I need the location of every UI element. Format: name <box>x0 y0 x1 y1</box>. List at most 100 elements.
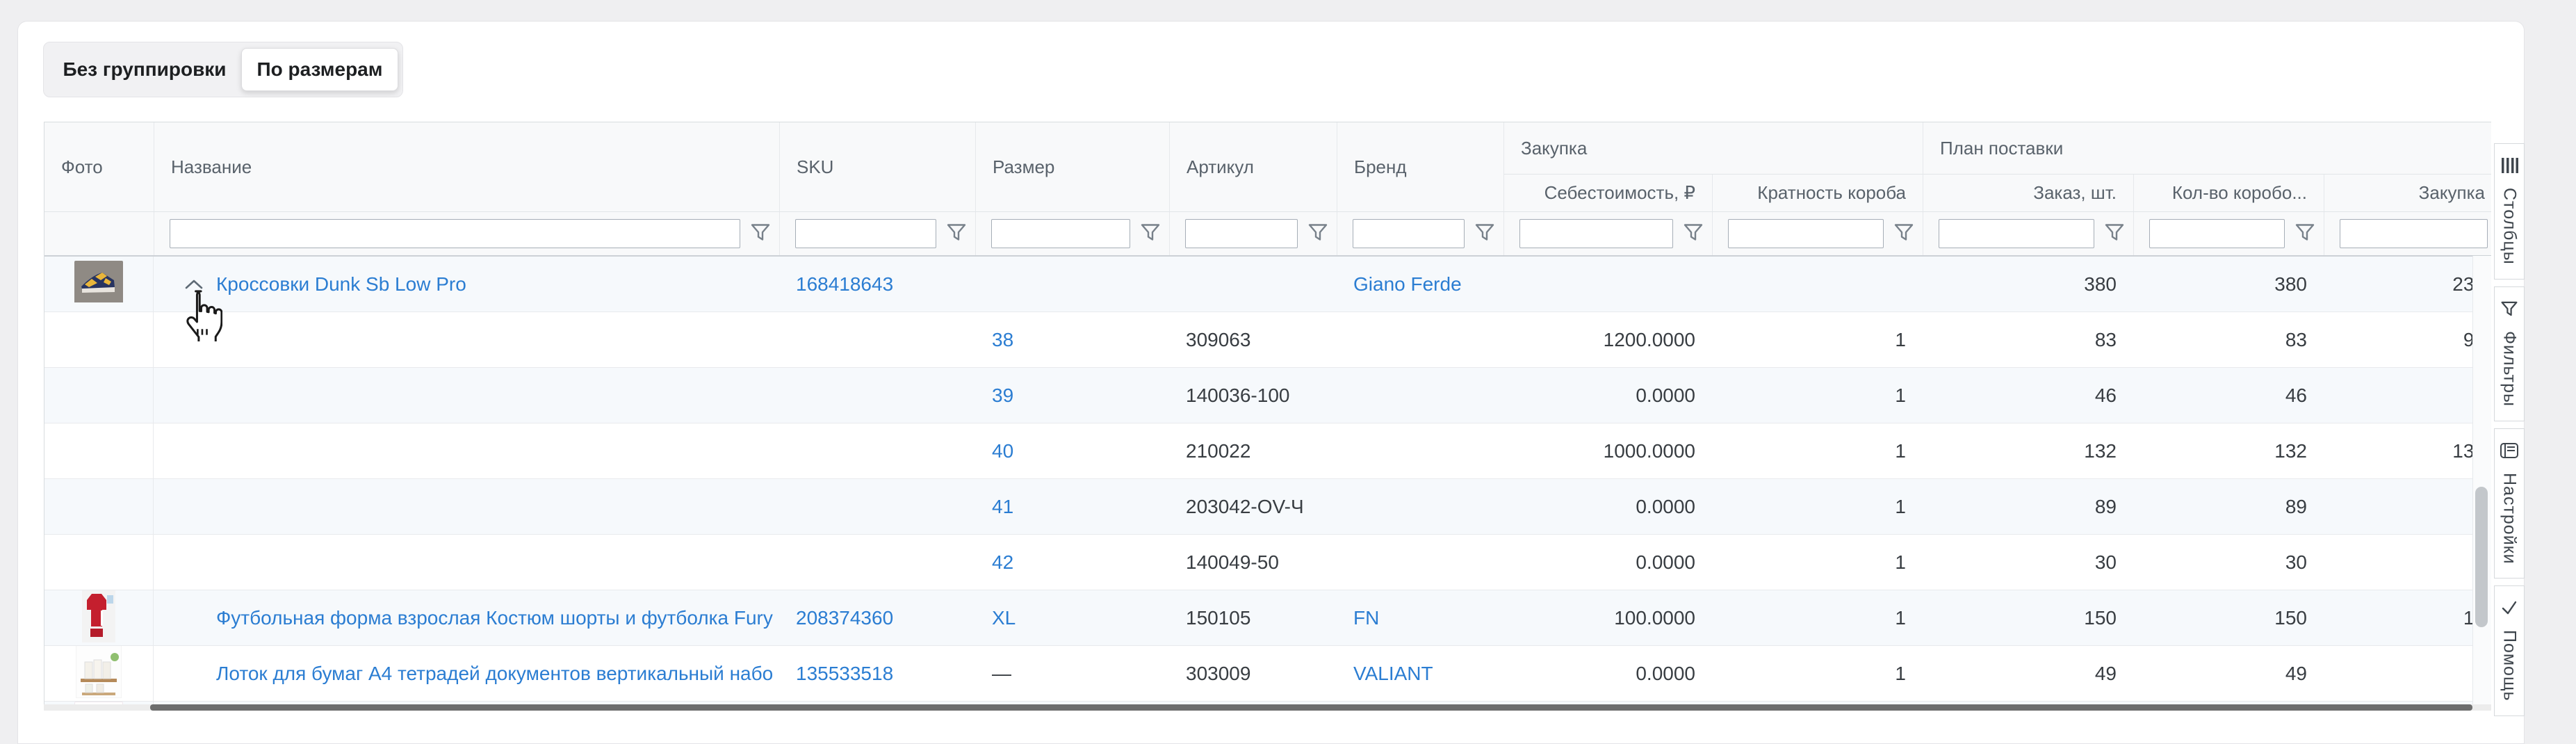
grouping-by-size-button[interactable]: По размерам <box>241 48 398 91</box>
box-multiplicity-value: 1 <box>1712 440 1923 462</box>
collapse-chevron-icon[interactable] <box>184 278 205 291</box>
help-icon <box>2500 599 2518 620</box>
size-value[interactable]: 41 <box>975 496 1169 518</box>
box-count-value: 380 <box>2133 273 2324 296</box>
horizontal-scrollbar-thumb[interactable] <box>150 704 2472 711</box>
photo-cell <box>44 368 154 423</box>
table-row[interactable]: 40 210022 1000.0000 1 132 132 132 <box>44 423 2491 479</box>
column-group-supply-plan: План поставки <box>1923 122 2491 175</box>
name-cell: Лоток для бумаг А4 тетрадей документов в… <box>154 663 779 685</box>
photo-cell <box>44 535 154 590</box>
photo-cell <box>44 479 154 534</box>
photo-cell <box>44 423 154 478</box>
filter-funnel-icon[interactable] <box>1307 222 1328 246</box>
side-tab-columns[interactable]: Столбцы <box>2494 143 2525 280</box>
table-row[interactable]: 42 140049-50 0.0000 1 30 30 <box>44 535 2491 590</box>
filter-funnel-icon[interactable] <box>1683 222 1704 246</box>
column-header-brand[interactable]: Бренд <box>1337 122 1503 211</box>
sku-link[interactable]: 168418643 <box>779 273 975 296</box>
order-qty-value: 380 <box>1923 273 2133 296</box>
column-header-box-count[interactable]: Кол-во коробо... <box>2133 175 2324 211</box>
filter-input-box-multiplicity[interactable] <box>1728 219 1884 248</box>
product-name-link[interactable]: Футбольная форма взрослая Костюм шорты и… <box>216 607 773 629</box>
brand-link[interactable]: FN <box>1337 607 1503 629</box>
filter-cell-purchase-qty <box>2324 212 2491 255</box>
table-row[interactable]: 38 309063 1200.0000 1 83 83 99 <box>44 312 2491 368</box>
box-count-value: 83 <box>2133 329 2324 351</box>
box-multiplicity-value: 1 <box>1712 496 1923 518</box>
column-header-size[interactable]: Размер <box>975 122 1169 211</box>
box-multiplicity-value: 1 <box>1712 329 1923 351</box>
filter-funnel-icon[interactable] <box>2294 222 2315 246</box>
filter-input-order-qty[interactable] <box>1939 219 2094 248</box>
table-filter-row <box>44 212 2491 257</box>
side-tab-settings[interactable]: Настройки <box>2494 428 2525 579</box>
name-cell <box>154 389 779 402</box>
column-header-article[interactable]: Артикул <box>1169 122 1337 211</box>
filter-icon <box>2500 300 2518 321</box>
sku-link[interactable]: 135533518 <box>779 663 975 685</box>
name-cell: Кроссовки Dunk Sb Low Pro <box>154 273 779 296</box>
box-count-value: 49 <box>2133 663 2324 685</box>
cost-value: 1200.0000 <box>1503 329 1712 351</box>
column-header-sku[interactable]: SKU <box>779 122 975 211</box>
name-cell <box>154 556 779 569</box>
filter-input-name[interactable] <box>170 219 740 248</box>
name-cell: Футбольная форма взрослая Костюм шорты и… <box>154 607 779 629</box>
article-value: 140036-100 <box>1169 385 1337 407</box>
filter-funnel-icon[interactable] <box>1474 222 1495 246</box>
column-header-cost[interactable]: Себестоимость, ₽ <box>1503 175 1712 211</box>
filter-input-cost[interactable] <box>1519 219 1673 248</box>
side-tab-filters[interactable]: Фильтры <box>2494 286 2525 421</box>
size-value[interactable]: XL <box>975 607 1169 629</box>
table-row[interactable]: 39 140036-100 0.0000 1 46 46 <box>44 368 2491 423</box>
order-qty-value: 132 <box>1923 440 2133 462</box>
order-qty-value: 150 <box>1923 607 2133 629</box>
article-value: 203042-OV-Ч <box>1169 496 1337 518</box>
box-count-value: 150 <box>2133 607 2324 629</box>
size-value[interactable]: 40 <box>975 440 1169 462</box>
box-count-value: 89 <box>2133 496 2324 518</box>
brand-link[interactable]: Giano Ferde <box>1337 273 1503 296</box>
brand-link[interactable]: VALIANT <box>1337 663 1503 685</box>
filter-input-sku[interactable] <box>795 219 936 248</box>
column-header-purchase-qty[interactable]: Закупка <box>2324 175 2491 211</box>
product-name-link[interactable]: Лоток для бумаг А4 тетрадей документов в… <box>216 663 773 685</box>
box-multiplicity-value: 1 <box>1712 663 1923 685</box>
table-body: Кроссовки Dunk Sb Low Pro 168418643 Gian… <box>44 257 2491 711</box>
column-header-name[interactable]: Название <box>154 122 779 211</box>
filter-input-brand[interactable] <box>1353 219 1465 248</box>
table-row[interactable]: Футбольная форма взрослая Костюм шорты и… <box>44 590 2491 646</box>
filter-funnel-icon[interactable] <box>750 222 771 246</box>
article-value: 303009 <box>1169 663 1337 685</box>
size-value[interactable]: — <box>975 663 1169 685</box>
column-header-box-multiplicity[interactable]: Кратность короба <box>1712 175 1923 211</box>
size-value[interactable]: 42 <box>975 551 1169 574</box>
sku-link[interactable]: 208374360 <box>779 607 975 629</box>
grouping-none-button[interactable]: Без группировки <box>48 48 241 91</box>
filter-funnel-icon[interactable] <box>1140 222 1161 246</box>
size-value[interactable]: 39 <box>975 385 1169 407</box>
settings-icon <box>2500 442 2519 463</box>
name-cell <box>154 334 779 346</box>
filter-input-size[interactable] <box>991 219 1130 248</box>
filter-input-article[interactable] <box>1185 219 1298 248</box>
table-header: Фото Название SKU Размер Артикул Бренд З… <box>44 122 2491 212</box>
box-multiplicity-value: 1 <box>1712 607 1923 629</box>
filter-input-box-count[interactable] <box>2149 219 2285 248</box>
product-name-link[interactable]: Кроссовки Dunk Sb Low Pro <box>216 273 466 296</box>
filter-funnel-icon[interactable] <box>1893 222 1914 246</box>
table-row[interactable]: Кроссовки Dunk Sb Low Pro 168418643 Gian… <box>44 257 2491 312</box>
size-value[interactable]: 38 <box>975 329 1169 351</box>
filter-input-purchase-qty[interactable] <box>2340 219 2488 248</box>
purchase-qty-value: 231 <box>2324 273 2491 296</box>
column-header-order-qty[interactable]: Заказ, шт. <box>1923 175 2133 211</box>
table-row[interactable]: 41 203042-OV-Ч 0.0000 1 89 89 <box>44 479 2491 535</box>
vertical-scrollbar-thumb[interactable] <box>2475 487 2488 627</box>
filter-cell-photo <box>44 212 154 255</box>
filter-funnel-icon[interactable] <box>946 222 967 246</box>
table-row[interactable]: Лоток для бумаг А4 тетрадей документов в… <box>44 646 2491 702</box>
filter-funnel-icon[interactable] <box>2104 222 2125 246</box>
side-tab-help[interactable]: Помощь <box>2494 585 2525 716</box>
column-header-photo[interactable]: Фото <box>44 122 154 211</box>
